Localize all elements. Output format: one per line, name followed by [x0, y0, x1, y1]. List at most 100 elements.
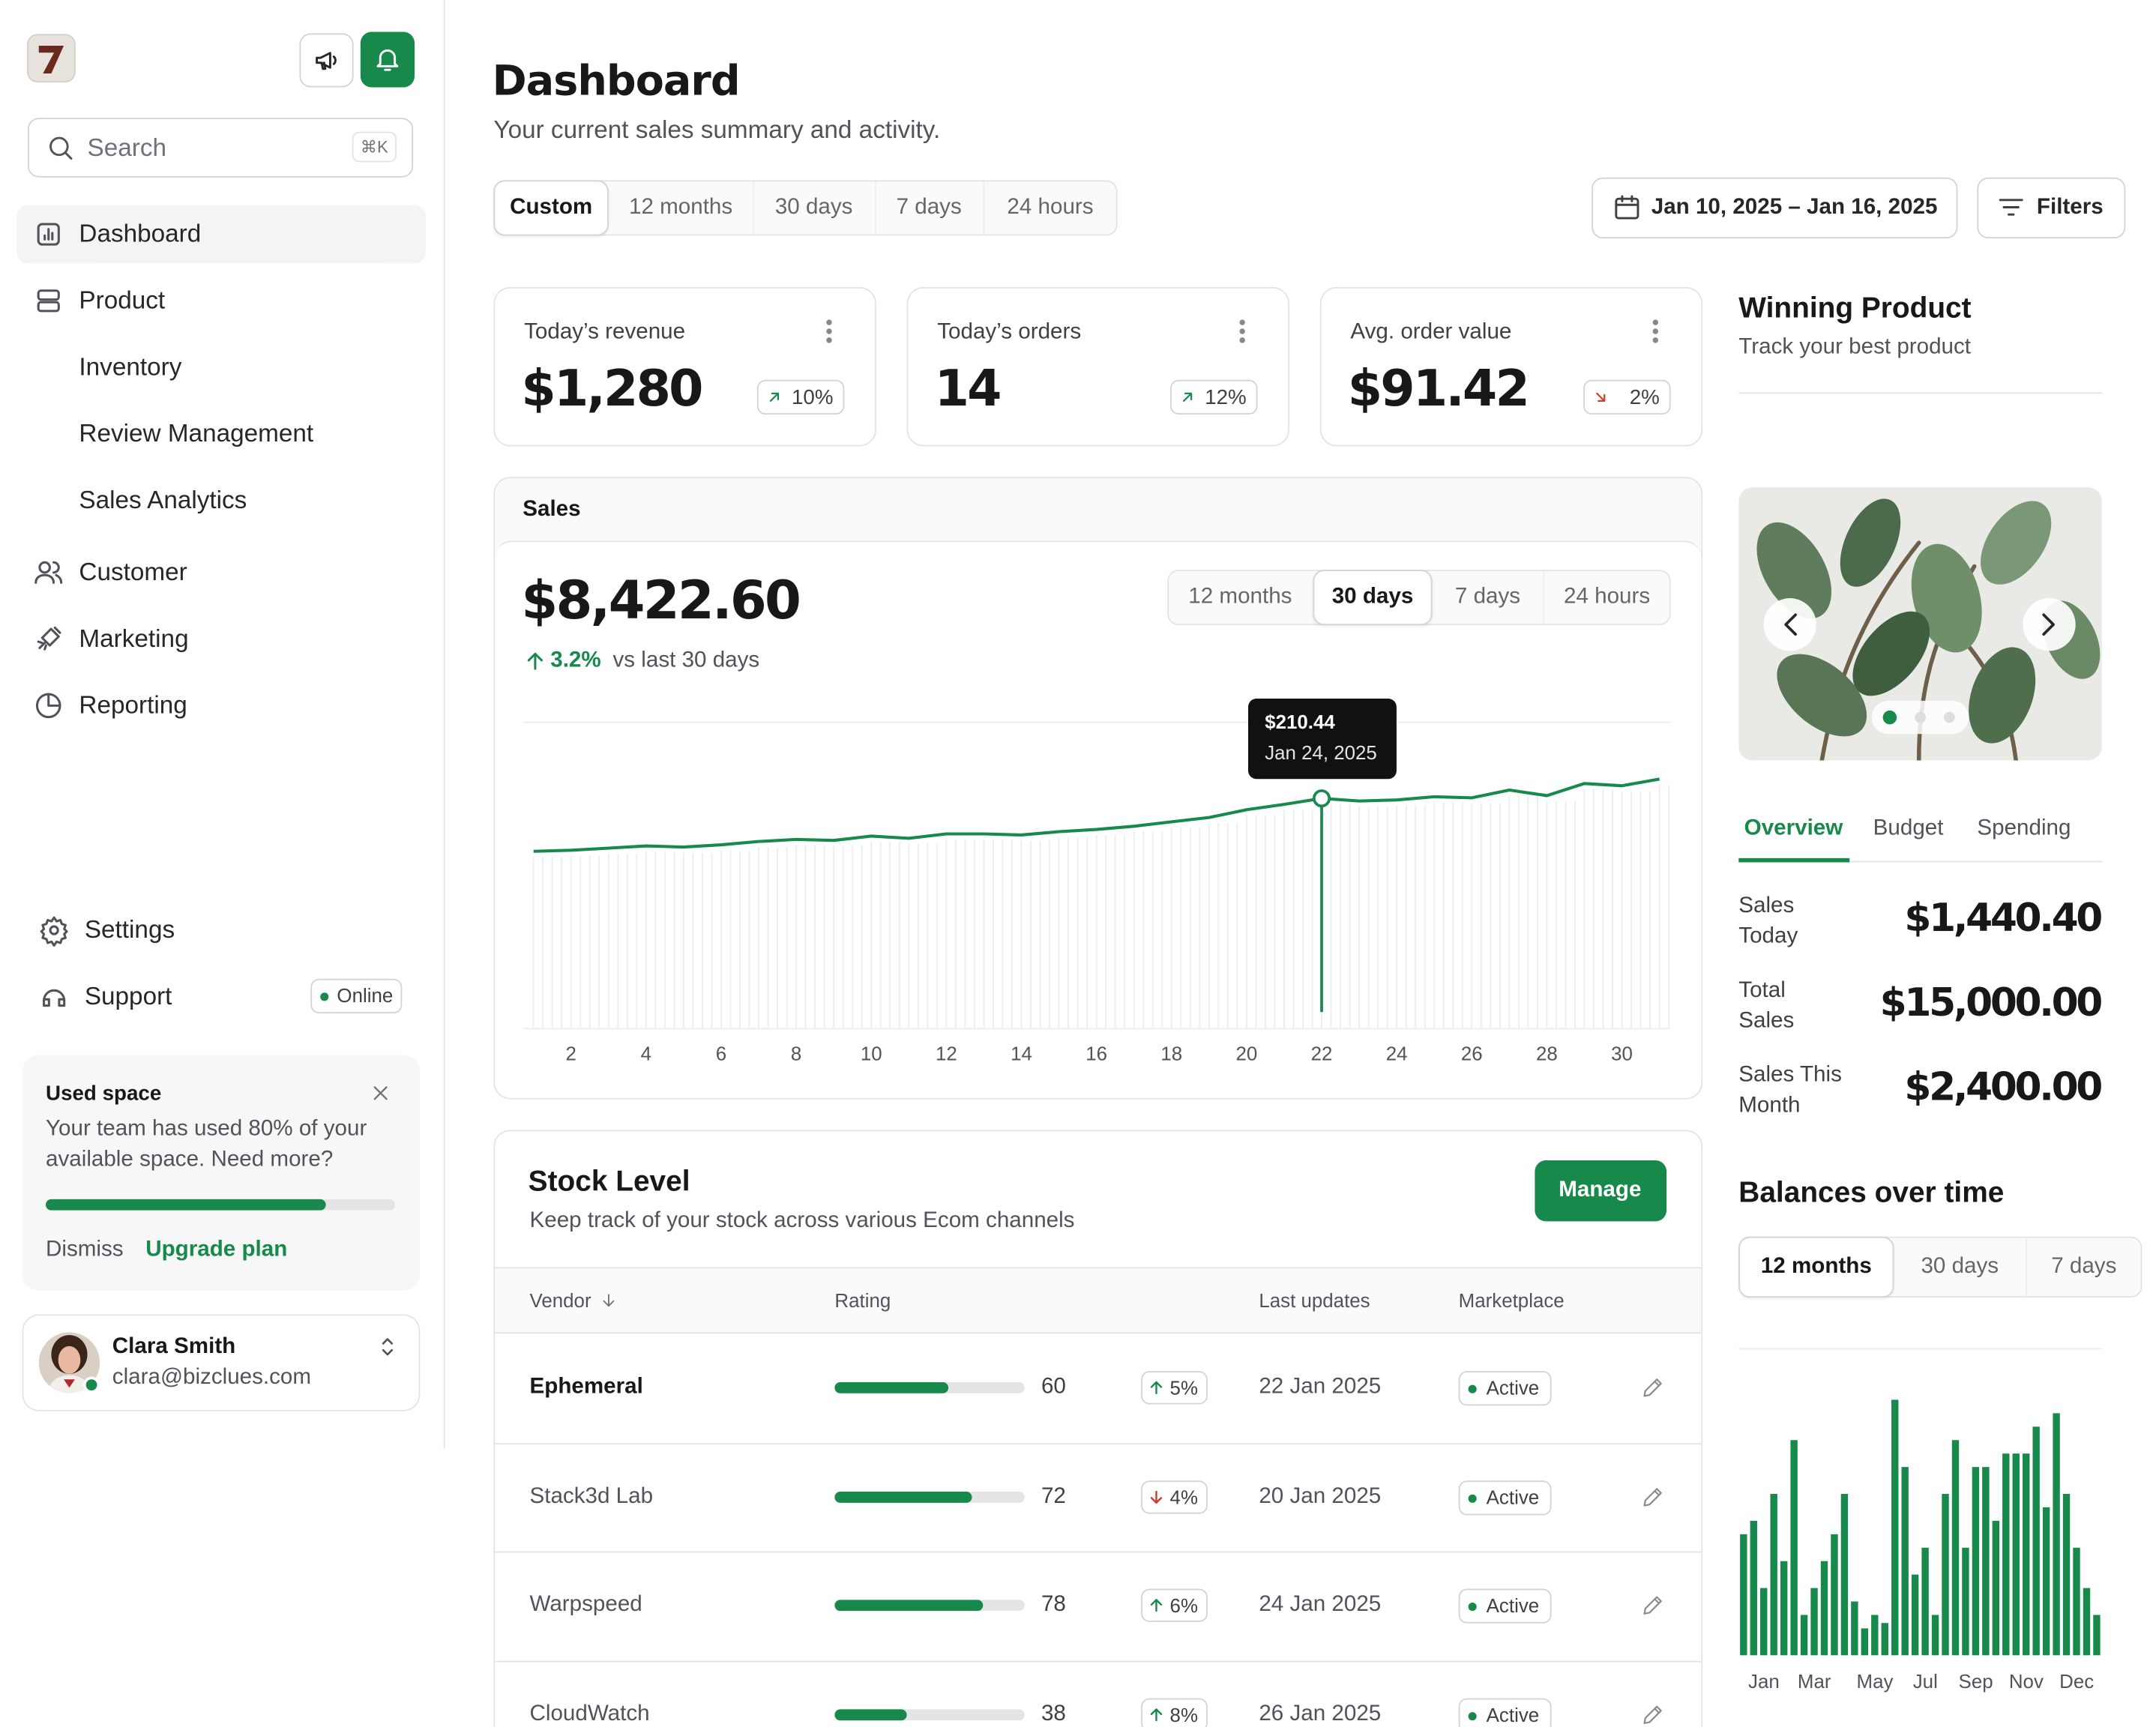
- x-tick-label: 14: [1011, 1043, 1032, 1064]
- bar: [1942, 1494, 1949, 1656]
- rating: 78: [1041, 1593, 1066, 1617]
- sort-icon: [603, 1294, 615, 1307]
- segment-selected: [1313, 570, 1433, 626]
- segment-option[interactable]: 12 months: [1760, 1254, 1872, 1279]
- sales-line: [533, 777, 1660, 853]
- logo: [27, 34, 76, 83]
- status-dot: [1468, 1384, 1477, 1393]
- storage-card: [22, 1055, 421, 1291]
- nav-icon: [43, 989, 66, 1007]
- stock-card: [493, 1130, 1703, 1727]
- bar: [1820, 1561, 1828, 1656]
- x-tick-label: 10: [861, 1043, 882, 1064]
- change: 8%: [1169, 1703, 1198, 1726]
- tab[interactable]: Spending: [1977, 816, 2071, 840]
- more-icon: [826, 319, 832, 343]
- segment-option[interactable]: Custom: [510, 195, 593, 220]
- status: Active: [1486, 1485, 1540, 1508]
- date-range-button[interactable]: [1592, 177, 1958, 239]
- change-badge: [1141, 1697, 1208, 1727]
- stat-value: $1,280: [521, 361, 703, 418]
- last-update: 22 Jan 2025: [1259, 1375, 1382, 1399]
- search-box[interactable]: [27, 118, 414, 178]
- bar: [1891, 1399, 1899, 1656]
- segment-option[interactable]: 7 days: [2051, 1254, 2117, 1279]
- x-tick-label: 28: [1536, 1043, 1558, 1064]
- edit-icon: [1643, 1378, 1662, 1397]
- column-header[interactable]: Rating: [834, 1289, 891, 1312]
- nav-active-bg: [16, 205, 426, 264]
- segment-divider: [983, 181, 985, 235]
- change: 2%: [1629, 386, 1660, 410]
- segment-option[interactable]: 30 days: [774, 195, 853, 220]
- nav-item[interactable]: Support: [84, 982, 172, 1010]
- x-tick-label: May: [1857, 1672, 1894, 1693]
- filters-button[interactable]: [1977, 177, 2126, 239]
- nav-item[interactable]: Inventory: [79, 352, 182, 381]
- product-image: [1784, 613, 2055, 636]
- segment-option[interactable]: 24 hours: [1563, 585, 1651, 609]
- nav-icon: [37, 289, 60, 301]
- product-image: [1969, 647, 2036, 744]
- manage-button[interactable]: [1535, 1160, 1667, 1222]
- x-tick-label: 4: [641, 1043, 651, 1064]
- segment-option[interactable]: 30 days: [1921, 1254, 1999, 1279]
- stat-label: Today’s orders: [937, 320, 1082, 344]
- nav-item[interactable]: Settings: [84, 915, 175, 944]
- nav-icon: [34, 561, 63, 584]
- segment-option[interactable]: 7 days: [896, 195, 962, 220]
- nav-item[interactable]: Marketing: [79, 624, 189, 653]
- change: 10%: [792, 386, 834, 410]
- change-badge: [1583, 379, 1671, 415]
- product-image: [1738, 487, 2102, 761]
- trend-icon: [1150, 1599, 1163, 1612]
- nav-icon: [37, 626, 61, 651]
- trend-icon: [1596, 392, 1606, 402]
- nav-item[interactable]: Customer: [79, 558, 187, 586]
- status: Active: [1486, 1703, 1540, 1726]
- notifications-button[interactable]: [360, 31, 415, 88]
- storage-fill: [46, 1199, 325, 1211]
- segment-option[interactable]: 30 days: [1331, 585, 1414, 609]
- bar: [2002, 1453, 2010, 1656]
- segment-option[interactable]: 12 months: [1188, 585, 1292, 609]
- nav-item[interactable]: Reporting: [79, 690, 187, 719]
- metric-value: $2,400.00: [1904, 1064, 2103, 1110]
- bar: [1901, 1467, 1909, 1656]
- nav-item[interactable]: Review Management: [79, 419, 314, 447]
- product-image: [1911, 543, 1982, 653]
- manage-label[interactable]: Manage: [1559, 1178, 1642, 1202]
- storage-message: Your team has used 80% of your available…: [46, 1117, 367, 1172]
- announcements-button[interactable]: [299, 33, 354, 88]
- segment-option[interactable]: 24 hours: [1007, 195, 1094, 220]
- status-dot: [1468, 1603, 1477, 1612]
- status: Active: [1486, 1376, 1540, 1399]
- column-header[interactable]: Last updates: [1259, 1289, 1370, 1312]
- nav-icon: [40, 916, 68, 947]
- calendar-icon: [1615, 197, 1639, 220]
- segment-option[interactable]: 7 days: [1454, 585, 1521, 609]
- tab[interactable]: Budget: [1873, 816, 1944, 840]
- panel-divider: [1738, 392, 2102, 394]
- x-tick-label: 6: [716, 1043, 726, 1064]
- bar: [1972, 1467, 1980, 1656]
- tab-underline: [1738, 858, 1850, 863]
- nav-item[interactable]: Product: [79, 286, 166, 314]
- segment-option[interactable]: 12 months: [629, 195, 733, 220]
- nav-item[interactable]: Dashboard: [79, 220, 202, 248]
- x-tick-label: Mar: [1798, 1672, 1831, 1693]
- dismiss-link[interactable]: Dismiss: [46, 1238, 124, 1262]
- metric-label: Sales Today: [1738, 893, 1798, 949]
- x-tick-label: 2: [565, 1043, 576, 1064]
- column-header[interactable]: Marketplace: [1458, 1289, 1565, 1312]
- tab[interactable]: Overview: [1744, 816, 1843, 840]
- stat-label: Avg. order value: [1350, 320, 1512, 344]
- column-header[interactable]: Vendor: [529, 1289, 591, 1312]
- stat-label: Today’s revenue: [524, 320, 686, 344]
- upgrade-link[interactable]: Upgrade plan: [145, 1238, 288, 1262]
- status-badge: [1458, 1480, 1552, 1515]
- product-image: [1882, 710, 1897, 725]
- nav-item[interactable]: Sales Analytics: [79, 486, 247, 514]
- vendor: CloudWatch: [529, 1702, 650, 1726]
- bar: [1931, 1615, 1939, 1656]
